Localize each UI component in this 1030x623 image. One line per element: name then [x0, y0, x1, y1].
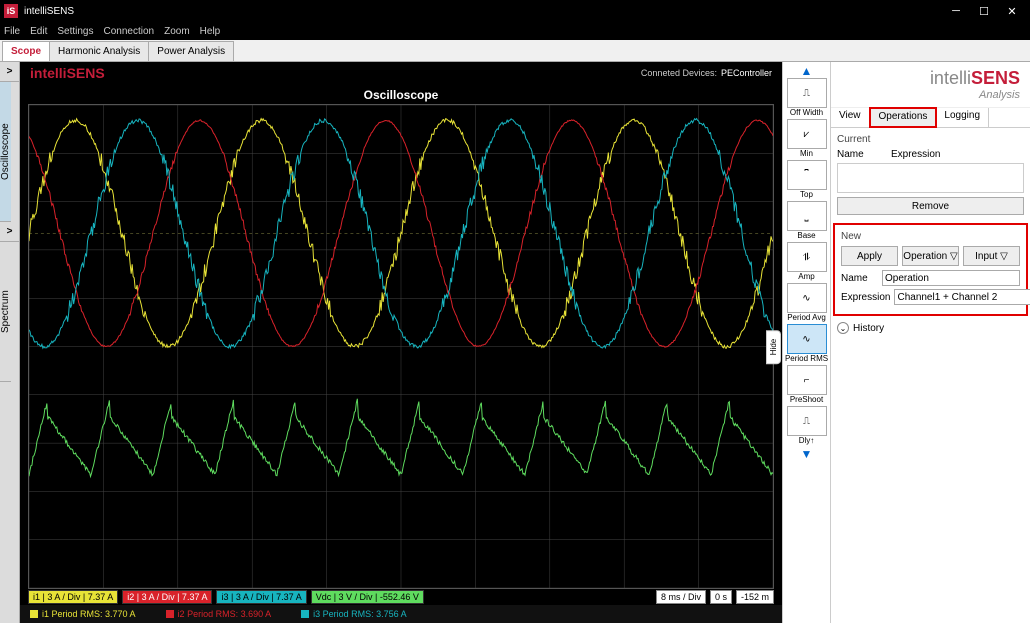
scope-title: Oscilloscope [20, 84, 782, 104]
measure-period-rms[interactable]: ∿Period RMS [785, 324, 829, 363]
measure-min[interactable]: ⩗Min [785, 119, 829, 158]
tab-harmonic-analysis[interactable]: Harmonic Analysis [49, 41, 149, 61]
time-offset[interactable]: 0 s [710, 590, 732, 604]
close-button[interactable]: ✕ [998, 0, 1026, 22]
current-expr-label: Expression [891, 149, 941, 160]
channel-pill-i3[interactable]: i3 | 3 A / Div | 7.37 A [216, 590, 306, 604]
remove-button[interactable]: Remove [837, 197, 1024, 215]
vtab-spectrum[interactable]: Spectrum [0, 242, 11, 382]
channel-pill-vdc[interactable]: Vdc | 3 V / Div | -552.46 V [311, 590, 424, 604]
scope-canvas[interactable]: Hide [28, 104, 774, 589]
channel-readout-bar: i1 | 3 A / Div | 7.37 A i2 | 3 A / Div | … [20, 589, 782, 605]
new-expr-label: Expression [841, 292, 890, 303]
measure-preshoot[interactable]: ⌐PreShoot [785, 365, 829, 404]
expression-input[interactable] [894, 289, 1030, 305]
minimize-button[interactable]: ─ [942, 0, 970, 22]
menu-help[interactable]: Help [200, 26, 221, 37]
vtab-oscilloscope[interactable]: Oscilloscope [0, 82, 11, 222]
right-panel: intelliSENS Analysis ViewOperationsLoggi… [830, 62, 1030, 623]
measure-period-avg[interactable]: ∿Period Avg [785, 283, 829, 322]
time-div[interactable]: 8 ms / Div [656, 590, 706, 604]
operation-dropdown[interactable]: Operation ▽ [902, 246, 959, 266]
rms-readout: i3 Period RMS: 3.756 A [301, 609, 407, 619]
measurement-strip: ▲ ⎍Off Width⩗Min⎴Top⎵Base⥮Amp∿Period Avg… [782, 62, 830, 623]
rtab-operations[interactable]: Operations [869, 107, 938, 128]
history-toggle[interactable]: ⌄ History [831, 318, 1030, 338]
rtab-view[interactable]: View [831, 108, 870, 127]
rms-readout: i2 Period RMS: 3.690 A [166, 609, 272, 619]
menu-zoom[interactable]: Zoom [164, 26, 190, 37]
hide-panel-tab[interactable]: Hide [766, 329, 781, 363]
name-input[interactable] [882, 270, 1020, 286]
brand-block: intelliSENS Analysis [831, 62, 1030, 108]
time-cursor[interactable]: -152 m [736, 590, 774, 604]
app-title: intelliSENS [24, 6, 74, 17]
input-dropdown[interactable]: Input ▽ [963, 246, 1020, 266]
channel-pill-i2[interactable]: i2 | 3 A / Div | 7.37 A [122, 590, 212, 604]
measure-amp[interactable]: ⥮Amp [785, 242, 829, 281]
new-section: New Apply Operation ▽ Input ▽ Name Expre… [833, 223, 1028, 316]
measure-dly↑[interactable]: ⎍Dly↑ [785, 406, 829, 445]
chevron-down-icon: ⌄ [837, 322, 849, 334]
connected-devices: Conneted Devices:PEController [641, 68, 772, 78]
menu-edit[interactable]: Edit [30, 26, 47, 37]
right-tabs: ViewOperationsLogging [831, 108, 1030, 128]
left-expand-arrow[interactable]: > [0, 222, 19, 242]
measure-scroll-down[interactable]: ▼ [801, 447, 813, 461]
current-section: Current Name Expression Remove [831, 128, 1030, 221]
tab-scope[interactable]: Scope [2, 41, 50, 61]
rms-readout-bar: i1 Period RMS: 3.770 A i2 Period RMS: 3.6… [20, 605, 782, 623]
measure-base[interactable]: ⎵Base [785, 201, 829, 240]
menubar: File Edit Settings Connection Zoom Help [0, 22, 1030, 40]
menu-file[interactable]: File [4, 26, 20, 37]
current-name-label: Name [837, 149, 887, 160]
rtab-logging[interactable]: Logging [936, 108, 989, 127]
left-expand-arrow-1[interactable]: > [0, 62, 19, 82]
oscilloscope-area: intelliSENS Conneted Devices:PEControlle… [20, 62, 782, 623]
maximize-button[interactable]: ☐ [970, 0, 998, 22]
measure-off-width[interactable]: ⎍Off Width [785, 78, 829, 117]
titlebar: iS intelliSENS ─ ☐ ✕ [0, 0, 1030, 22]
measure-scroll-up[interactable]: ▲ [801, 64, 813, 78]
measure-top[interactable]: ⎴Top [785, 160, 829, 199]
apply-button[interactable]: Apply [841, 246, 898, 266]
app-icon: iS [4, 4, 18, 18]
scope-brand: intelliSENS [30, 65, 105, 81]
current-list[interactable] [837, 163, 1024, 193]
left-tabstrip: > Oscilloscope>Spectrum [0, 62, 20, 623]
rms-readout: i1 Period RMS: 3.770 A [30, 609, 136, 619]
channel-pill-i1[interactable]: i1 | 3 A / Div | 7.37 A [28, 590, 118, 604]
tab-power-analysis[interactable]: Power Analysis [148, 41, 234, 61]
menu-settings[interactable]: Settings [57, 26, 93, 37]
new-name-label: Name [841, 273, 878, 284]
menu-connection[interactable]: Connection [104, 26, 155, 37]
main-tabbar: ScopeHarmonic AnalysisPower Analysis [0, 40, 1030, 62]
